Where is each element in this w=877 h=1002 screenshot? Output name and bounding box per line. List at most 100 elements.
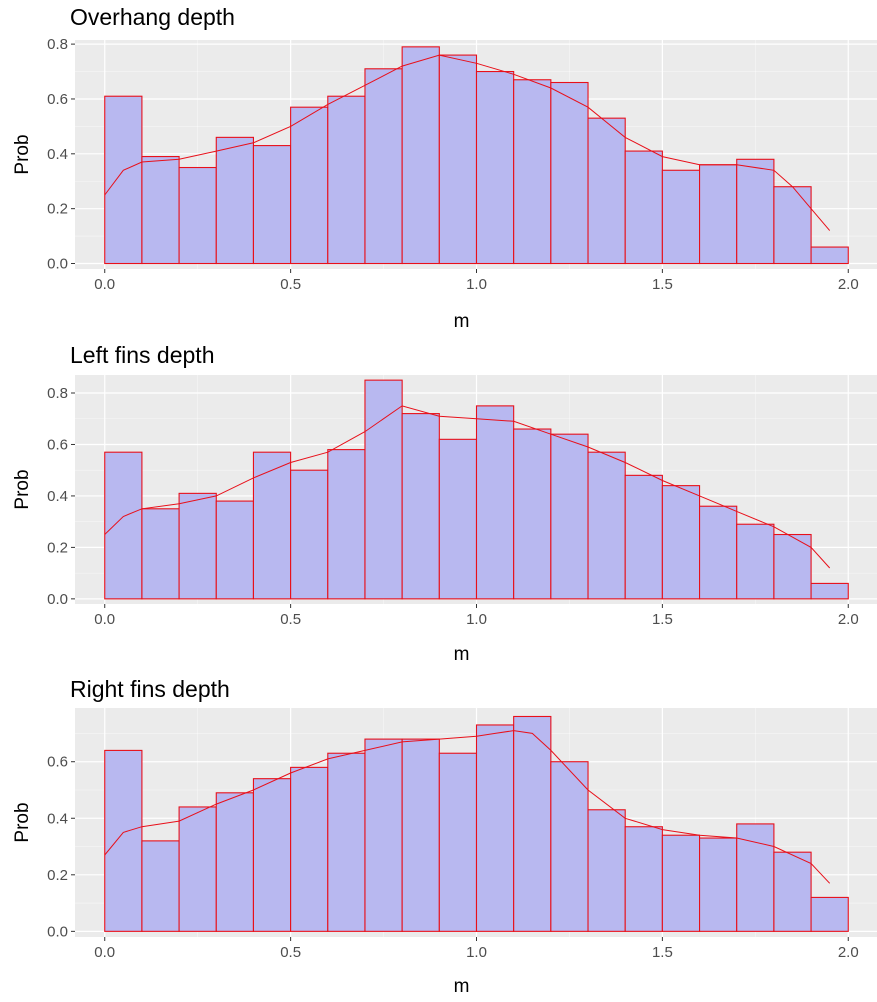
histogram-bar	[438, 54, 478, 265]
histogram-bar	[252, 145, 292, 265]
histogram-bar	[661, 485, 701, 600]
histogram-bar	[475, 70, 515, 265]
histogram-bar	[215, 136, 254, 265]
facet-1: Overhang depth 0.0 0.5 1.0 1.5 2.0 0.0 0.2 0.4 0.…	[12, 4, 877, 332]
density-line	[104, 405, 831, 569]
chart-title: Left fins depth	[70, 342, 215, 368]
histogram-bar	[252, 778, 292, 932]
x-tick-label: 1.5	[652, 944, 673, 961]
histogram-bar	[178, 806, 217, 932]
histogram-bar	[699, 505, 738, 600]
histogram-bar	[513, 715, 552, 932]
histogram-bar	[141, 508, 180, 600]
histogram-bar	[178, 166, 217, 265]
histogram-bar	[364, 379, 403, 600]
histogram-bar	[104, 95, 143, 265]
histogram-bar	[141, 840, 180, 932]
x-axis-label: m	[454, 644, 470, 665]
histogram-bar	[401, 413, 440, 600]
histogram-bar	[327, 752, 366, 932]
histogram-bar	[178, 492, 217, 600]
y-tick-label: 0.6	[47, 436, 68, 453]
x-tick-label: 1.5	[652, 611, 673, 628]
histogram-bar	[699, 837, 738, 932]
x-tick-label: 0.0	[94, 944, 115, 961]
histogram-bar	[513, 428, 552, 600]
y-tick-label: 0.6	[47, 754, 68, 771]
x-tick-label: 1.0	[466, 276, 487, 293]
histogram-bar	[587, 117, 626, 265]
histogram-bar	[401, 46, 440, 265]
y-axis-label: Prob	[12, 469, 33, 509]
y-tick-label: 0.4	[47, 488, 68, 505]
y-tick-label: 0.6	[47, 91, 68, 108]
histogram-bar	[104, 451, 143, 600]
y-axis-label: Prob	[12, 134, 33, 174]
histogram-bar	[810, 896, 849, 932]
histogram-bar	[624, 150, 663, 265]
histogram-bar	[327, 95, 366, 265]
histogram-bar	[215, 792, 254, 932]
y-tick-label: 0.0	[47, 923, 68, 940]
histogram-bar	[550, 761, 589, 932]
histogram-bar	[699, 164, 738, 265]
y-tick-label: 0.2	[47, 201, 68, 218]
density-line	[104, 730, 831, 884]
histogram-bar	[624, 826, 663, 932]
histogram-bar	[661, 834, 701, 932]
histogram-bar	[438, 438, 478, 600]
histogram-bar	[624, 474, 663, 600]
histogram-bar	[587, 809, 626, 932]
histogram-bar	[104, 749, 143, 932]
y-tick-label: 0.8	[47, 385, 68, 402]
histogram-bar	[327, 449, 366, 600]
x-tick-label: 0.0	[94, 611, 115, 628]
histogram-bar	[550, 433, 589, 600]
histogram-bar	[290, 469, 329, 600]
histogram-bar	[141, 156, 180, 265]
x-tick-label: 2.0	[838, 611, 859, 628]
histogram-bar	[736, 823, 775, 932]
histogram-bar	[773, 186, 812, 265]
x-tick-label: 0.5	[280, 611, 301, 628]
x-tick-label: 2.0	[838, 276, 859, 293]
x-axis-label: m	[454, 311, 470, 332]
histogram-bar	[475, 724, 515, 932]
y-tick-label: 0.0	[47, 256, 68, 273]
histogram-bar	[438, 752, 478, 932]
y-tick-label: 0.8	[47, 36, 68, 53]
x-axis-label: m	[454, 976, 470, 997]
histogram-bar	[513, 79, 552, 265]
histogram-bar	[587, 451, 626, 600]
x-tick-label: 1.5	[652, 276, 673, 293]
chart-title: Overhang depth	[70, 4, 235, 30]
x-tick-label: 2.0	[838, 944, 859, 961]
histogram-bar	[810, 246, 849, 265]
chart-title: Right fins depth	[70, 676, 230, 702]
facet-3: Right fins depth 0.0 0.5 1.0 1.5 2.0 0.0 0.2 0.4…	[12, 676, 877, 997]
histogram-bar	[661, 169, 701, 265]
histogram-bar	[364, 738, 403, 932]
histogram-bar	[475, 405, 515, 600]
x-tick-label: 0.5	[280, 276, 301, 293]
histogram-bar	[252, 451, 292, 600]
y-axis-label: Prob	[12, 802, 33, 842]
histogram-bar	[290, 106, 329, 265]
histogram-bar	[364, 68, 403, 265]
y-tick-label: 0.2	[47, 867, 68, 884]
density-line	[104, 54, 831, 231]
y-tick-label: 0.0	[47, 591, 68, 608]
x-tick-label: 1.0	[466, 611, 487, 628]
histogram-bar	[290, 766, 329, 932]
histogram-bar	[773, 851, 812, 932]
histogram-bar	[736, 523, 775, 600]
histogram-bar	[215, 500, 254, 600]
histogram-bar	[773, 533, 812, 600]
y-tick-label: 0.4	[47, 146, 68, 163]
y-tick-label: 0.2	[47, 539, 68, 556]
x-tick-label: 0.5	[280, 944, 301, 961]
histogram-bar	[550, 81, 589, 265]
x-tick-label: 0.0	[94, 276, 115, 293]
histogram-bar	[401, 738, 440, 932]
